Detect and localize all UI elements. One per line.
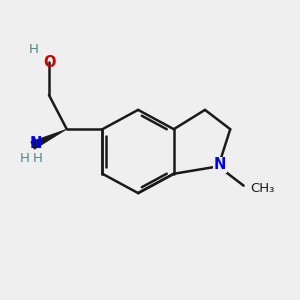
- Text: H: H: [29, 43, 39, 56]
- Polygon shape: [31, 129, 67, 149]
- Text: H: H: [20, 152, 30, 164]
- Text: N: N: [214, 158, 226, 172]
- Text: N: N: [30, 136, 42, 151]
- Text: H: H: [33, 152, 43, 164]
- Text: CH₃: CH₃: [250, 182, 274, 194]
- Text: O: O: [43, 56, 56, 70]
